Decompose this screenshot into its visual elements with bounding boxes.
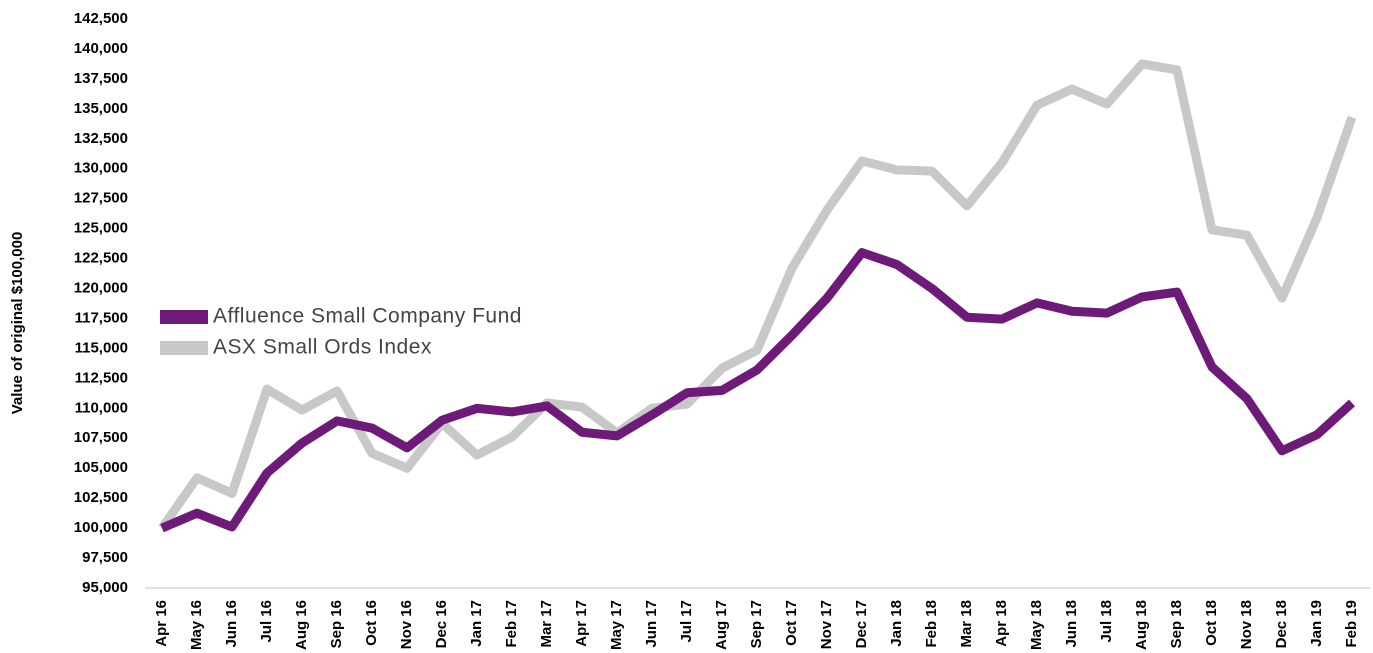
x-tick-label: Jun 17	[643, 600, 660, 648]
y-tick-label: 107,500	[74, 429, 128, 446]
y-tick-label: 137,500	[74, 70, 128, 87]
x-tick-label: Feb 18	[923, 600, 940, 648]
legend-swatch	[160, 310, 208, 324]
x-tick-label: Apr 17	[573, 600, 590, 647]
x-tick-label: Nov 18	[1238, 600, 1255, 649]
x-tick-label: Nov 17	[818, 600, 835, 649]
x-tick-label: Sep 17	[748, 600, 765, 648]
y-tick-label: 100,000	[74, 519, 128, 536]
series-line	[158, 59, 1357, 531]
x-tick-label: Oct 18	[1203, 600, 1220, 646]
y-tick-label: 120,000	[74, 279, 128, 296]
x-tick-label: Jun 16	[223, 600, 240, 648]
x-tick-label: Mar 17	[538, 600, 555, 648]
x-tick-label: Apr 16	[153, 600, 170, 647]
y-tick-label: 112,500	[75, 369, 128, 386]
x-tick-label: Apr 18	[993, 600, 1010, 647]
x-tick-label: May 17	[608, 600, 625, 650]
x-tick-label: Sep 16	[328, 600, 345, 648]
x-tick-label: Oct 16	[363, 600, 380, 646]
y-tick-label: 135,000	[74, 100, 128, 117]
y-tick-label: 122,500	[74, 250, 128, 267]
x-tick-label: Aug 17	[713, 600, 730, 650]
x-tick-label: May 18	[1028, 600, 1045, 650]
y-tick-label: 127,500	[74, 190, 128, 207]
x-tick-label: Aug 18	[1133, 600, 1150, 650]
y-tick-label: 140,000	[74, 40, 128, 57]
x-tick-label: Dec 17	[853, 600, 870, 648]
y-tick-label: 132,500	[74, 130, 128, 147]
x-tick-label: Jul 18	[1098, 600, 1115, 643]
x-tick-label: Jan 17	[468, 600, 485, 647]
x-tick-label: Dec 18	[1273, 600, 1290, 648]
y-tick-label: 115,000	[75, 339, 128, 356]
legend-swatch	[160, 341, 208, 355]
x-tick-label: Jul 16	[258, 600, 275, 643]
x-tick-label: May 16	[188, 600, 205, 650]
y-axis-label: Value of original $100,000	[9, 232, 26, 415]
x-tick-label: Feb 17	[503, 600, 520, 648]
y-tick-label: 117,500	[75, 309, 128, 326]
y-tick-label: 97,500	[82, 549, 128, 566]
y-tick-label: 130,000	[74, 160, 128, 177]
series-line	[160, 248, 1356, 533]
y-tick-label: 95,000	[82, 579, 128, 596]
x-tick-label: Mar 18	[958, 600, 975, 648]
x-tick-label: Feb 19	[1343, 600, 1360, 648]
legend-label: ASX Small Ords Index	[213, 336, 432, 359]
y-tick-label: 110,000	[75, 399, 128, 416]
x-tick-label: Oct 17	[783, 600, 800, 646]
x-tick-label: Jun 18	[1063, 600, 1080, 648]
x-tick-label: Jan 18	[888, 600, 905, 647]
y-tick-label: 142,500	[74, 10, 128, 27]
legend-label: Affluence Small Company Fund	[213, 305, 522, 328]
x-tick-label: Jul 17	[678, 600, 695, 643]
y-tick-label: 125,000	[74, 220, 128, 237]
y-tick-label: 102,500	[74, 489, 128, 506]
x-tick-label: Sep 18	[1168, 600, 1185, 648]
x-tick-label: Nov 16	[398, 600, 415, 649]
y-tick-label: 105,000	[74, 459, 128, 476]
x-tick-label: Aug 16	[293, 600, 310, 650]
x-tick-label: Dec 16	[433, 600, 450, 648]
x-tick-label: Jan 19	[1308, 600, 1325, 647]
